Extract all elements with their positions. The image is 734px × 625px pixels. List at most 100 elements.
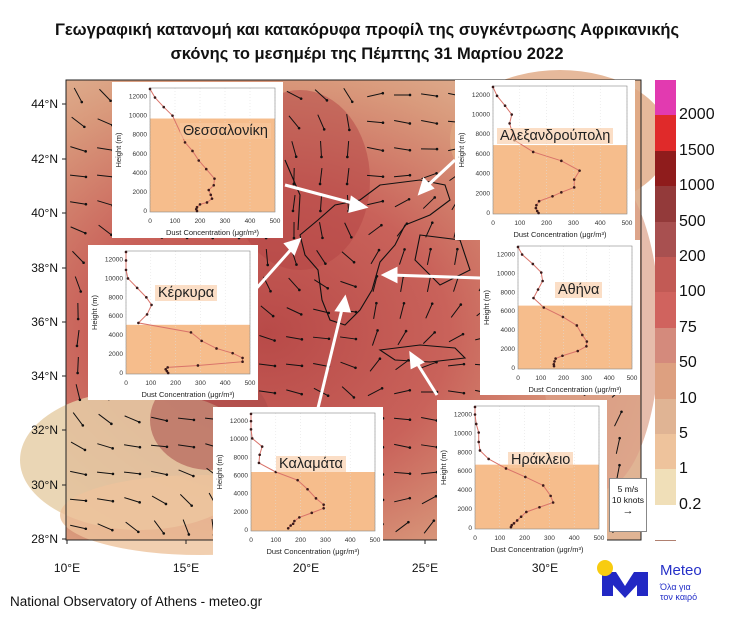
profile-point (491, 85, 495, 89)
wind-arrow (425, 302, 434, 319)
page-title: Γεωγραφική κατανομή και κατακόρυφα προφί… (0, 18, 734, 66)
wind-arrow (76, 302, 80, 321)
wind-arrow (292, 221, 296, 240)
x-axis-label: Dust Concentration (μgr/m³) (490, 545, 584, 554)
wind-arrow (396, 222, 409, 237)
x-tick-label: 200 (170, 380, 181, 387)
wind-arrow (97, 523, 114, 532)
profile-point (560, 159, 563, 163)
wind-arrow (75, 330, 80, 348)
y-axis-label: Height (m) (457, 132, 466, 168)
x-tick-label: 0 (124, 380, 128, 387)
wind-arrow (394, 496, 412, 503)
profile-point (306, 487, 309, 491)
y-tick-label: 2000 (109, 351, 124, 358)
y-tick-label: 2000 (501, 346, 516, 353)
wind-arrow (291, 195, 296, 213)
wind-arrow (371, 329, 379, 346)
y-tick-label: 6000 (501, 308, 516, 315)
profile-point (578, 169, 581, 172)
wind-arrow (72, 250, 85, 265)
wind-arrow (259, 390, 277, 395)
wind-arrow (367, 91, 385, 98)
profile-inset: 0 100 200 300 400 500 0 2000 4000 6000 8000 10000 12… (480, 240, 640, 395)
wind-arrow (397, 329, 408, 346)
profile-point (196, 364, 200, 367)
wind-arrow (69, 498, 88, 503)
profile-point (537, 211, 540, 215)
profile-point (258, 453, 261, 457)
colorbar-bin (655, 292, 676, 329)
y-tick-label: 8000 (133, 132, 148, 139)
title-line-1: Γεωγραφική κατανομή και κατακόρυφα προφί… (54, 21, 680, 39)
profile-point (503, 104, 507, 107)
wind-arrow (179, 494, 193, 507)
wind-arrow (70, 226, 87, 235)
wind-arrow (340, 336, 358, 341)
profile-point (260, 445, 264, 448)
profile-point (291, 522, 295, 526)
wind-arrow (425, 221, 434, 238)
y-axis-label: Height (m) (439, 449, 448, 485)
colorbar-label: 1500 (679, 141, 715, 159)
x-tick-label: 300 (581, 375, 592, 382)
wind-arrow (366, 174, 385, 178)
wind-arrow (421, 93, 439, 98)
wind-arrow (368, 223, 383, 236)
x-tick-label: 100 (535, 375, 546, 382)
wind-arrow (319, 194, 323, 213)
wind-arrow (398, 248, 406, 265)
x-tick-label: 100 (494, 535, 505, 542)
x-tick-label: 0 (249, 537, 253, 544)
wind-arrow (421, 120, 439, 125)
profile-point (504, 467, 508, 470)
profile-point (166, 371, 170, 375)
colorbar-label: 50 (679, 354, 697, 372)
plot-frame (474, 405, 600, 530)
wind-arrow (153, 520, 166, 535)
plot-frame (250, 412, 376, 532)
wind-arrow (366, 120, 385, 124)
wind-arrow (448, 390, 466, 395)
colorbar-bin (655, 150, 676, 188)
x-axis-label: Dust Concentration (μgr/m³) (166, 228, 260, 237)
colorbar-bin (655, 398, 676, 435)
profile-point (534, 206, 538, 210)
x-tick-label: 500 (627, 375, 638, 382)
profile-point (553, 360, 556, 363)
wind-arrow (313, 279, 330, 290)
x-tick-label: 400 (245, 218, 256, 225)
wind-arrow (394, 443, 412, 449)
x-tick-label: 400 (220, 380, 231, 387)
profile-line (125, 251, 244, 374)
profile-point (487, 457, 490, 461)
profile-point (477, 431, 481, 434)
wind-arrow (367, 386, 384, 397)
colorbar-bin (655, 327, 676, 365)
profile-point (561, 354, 564, 358)
profile-point (231, 351, 234, 355)
x-tick-label: 100 (514, 220, 525, 227)
y-axis-label: Height (m) (90, 294, 99, 330)
profile-point (554, 357, 557, 360)
profile-point (536, 288, 540, 291)
profile-point (509, 525, 513, 529)
x-tick-label: 200 (519, 535, 530, 542)
colorbar-label: 5 (679, 425, 688, 442)
profile-point (477, 440, 481, 444)
profile-point (213, 177, 216, 180)
x-axis-label: Dust Concentration (μgr/m³) (141, 390, 235, 399)
profile-point (552, 364, 556, 368)
wind-arrow (96, 471, 115, 476)
wind-arrow (345, 167, 350, 186)
city-label: Ηράκλειο (508, 452, 574, 468)
colorbar-bin (655, 221, 676, 258)
plot-frame (492, 85, 628, 215)
profile-point (512, 522, 516, 525)
x-tick-label: 100 (170, 218, 181, 225)
title-line-2: σκόνης το μεσημέρι της Πέμπτης 31 Μαρτίο… (170, 45, 564, 63)
y-tick-label: 10000 (129, 113, 147, 120)
profile-point (215, 347, 218, 350)
y-tick-label: 12000 (472, 92, 490, 99)
y-tick-label: 8000 (458, 449, 473, 456)
